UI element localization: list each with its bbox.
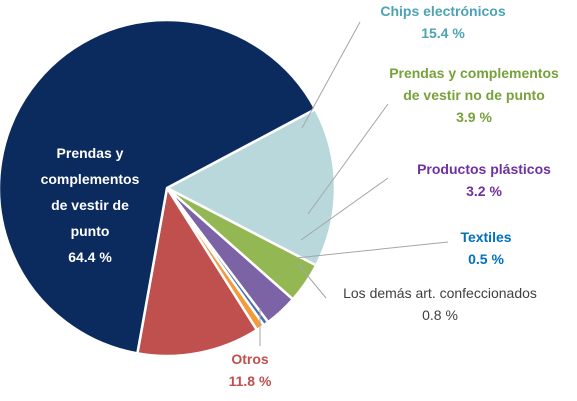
slice-name-label: Prendas y complementos (389, 65, 559, 81)
leader-line (307, 103, 389, 215)
slice-name-label: Prendas y (57, 145, 124, 161)
slice-value-label: 64.4 % (68, 249, 112, 265)
slice-label: Chips electrónicos 15.4 % (380, 3, 505, 41)
slice-label: Productos plásticos 3.2 % (417, 161, 551, 199)
pie-slices (0, 18, 337, 358)
slice-label: Textiles 0.5 % (460, 229, 511, 267)
leader-line (297, 263, 327, 299)
slice-value-label: 3.9 % (456, 109, 492, 125)
slice-name-label: de vestir no de punto (403, 87, 545, 103)
slice-value-label: 3.2 % (466, 183, 502, 199)
leader-line (295, 241, 449, 259)
leader-lines (259, 21, 449, 346)
pie-slice (0, 18, 317, 355)
slice-label: Otros 11.8 % (229, 351, 272, 389)
slice-label: Prendas y complementos de vestir no de pu… (389, 65, 559, 125)
slice-name-label: Chips electrónicos (380, 3, 505, 19)
slice-value-label: 0.8 % (422, 307, 458, 323)
slice-labels: Prendas y complementos de vestir de punto 64… (41, 3, 559, 389)
slice-label: Los demás art. confeccionados 0.8 % (343, 285, 537, 323)
pie-slice (136, 186, 259, 358)
slice-name-label: Productos plásticos (417, 161, 551, 177)
slice-value-label: 0.5 % (468, 251, 504, 267)
leader-line (301, 21, 361, 129)
slice-name-label: punto (71, 223, 110, 239)
slice-name-label: de vestir de (51, 197, 129, 213)
slice-name-label: Otros (231, 351, 269, 367)
slice-value-label: 15.4 % (421, 25, 465, 41)
slice-name-label: Textiles (460, 229, 511, 245)
slice-value-label: 11.8 % (229, 373, 272, 389)
leader-line (300, 177, 389, 241)
pie-slice (165, 107, 337, 267)
slice-label: Prendas y complementos de vestir de punto 64… (41, 145, 140, 265)
slice-name-label: Los demás art. confeccionados (343, 285, 537, 301)
slice-name-label: complementos (41, 171, 140, 187)
